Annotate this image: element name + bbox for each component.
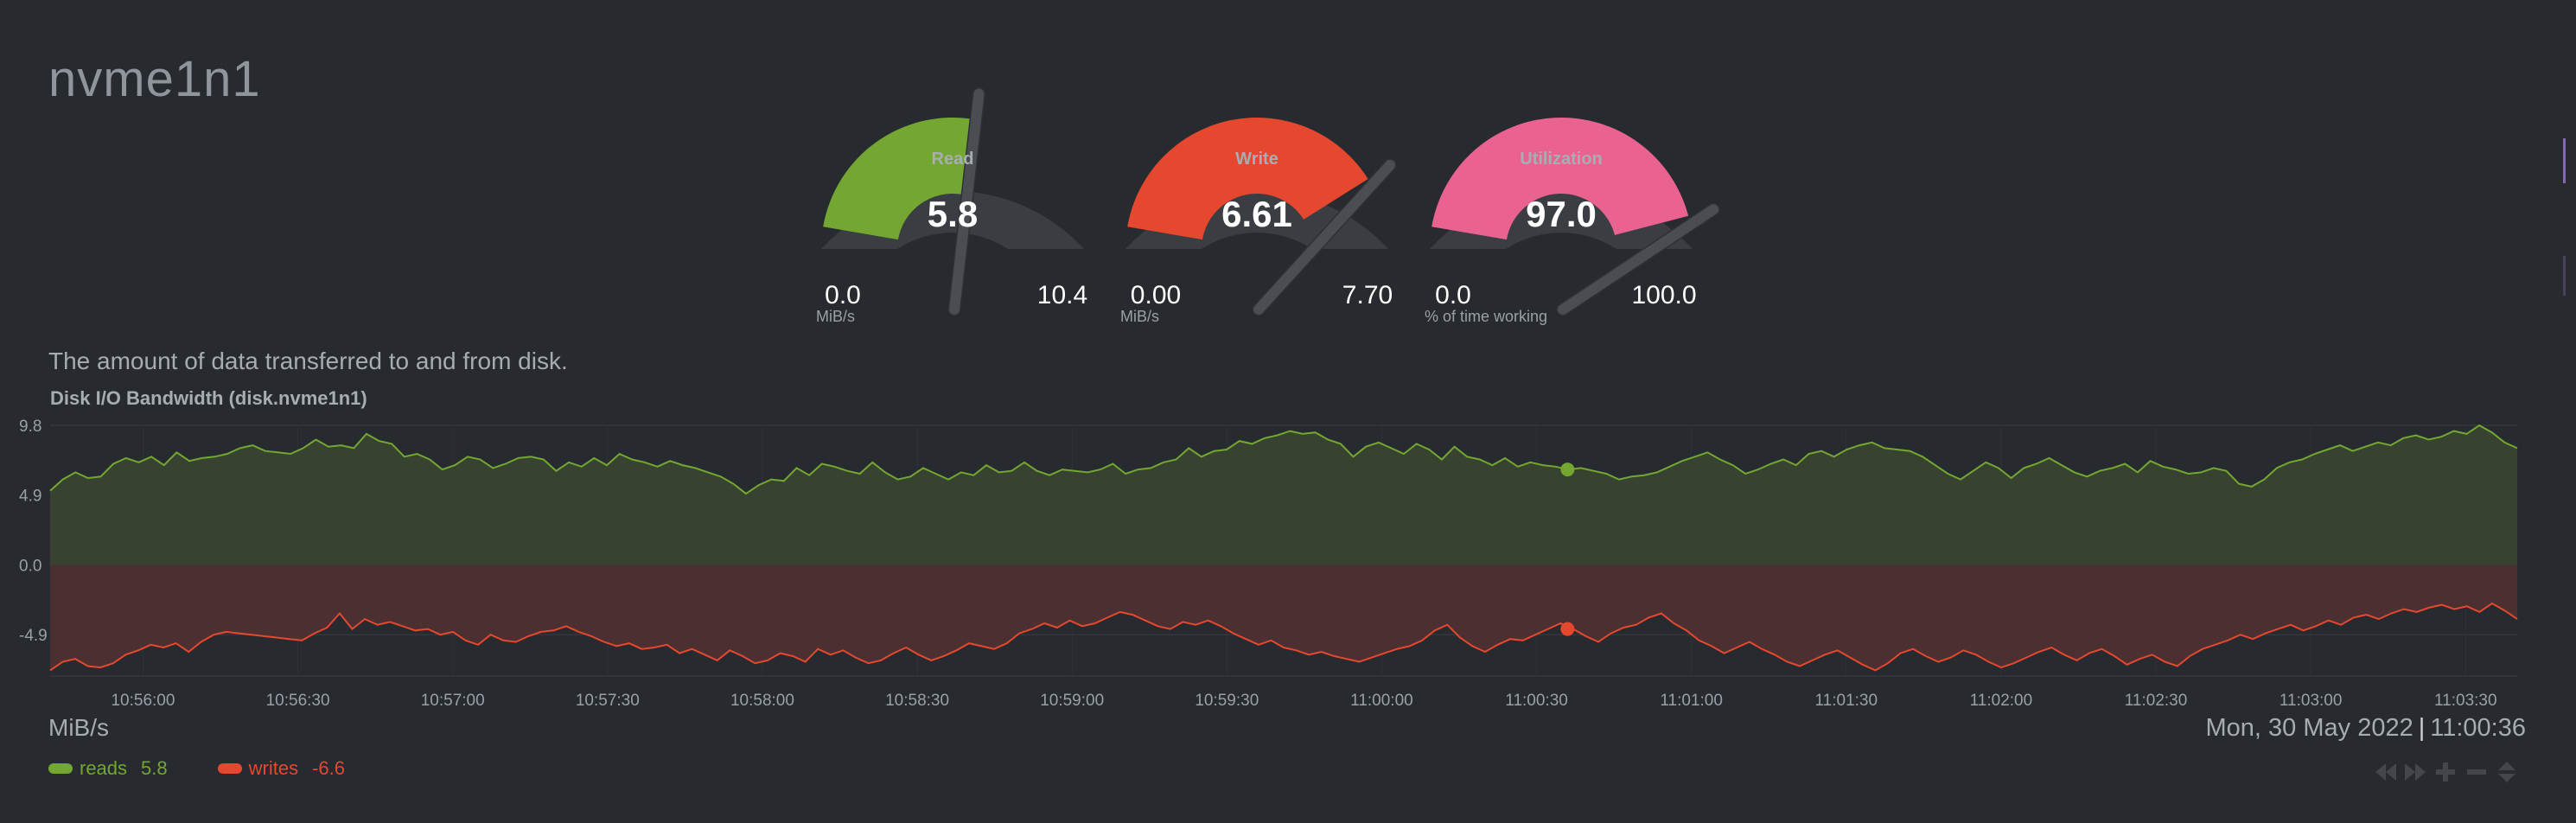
- utilization-gauge-fill: [1431, 118, 1689, 240]
- units-label: MiB/s: [48, 714, 109, 741]
- pan-right-icon[interactable]: [2403, 761, 2427, 783]
- x-tick-label: 10:59:30: [1195, 692, 1259, 710]
- x-tick-label: 11:02:30: [2125, 692, 2188, 710]
- utilization-gauge-value: 97.0: [1526, 194, 1597, 234]
- y-tick-label: 4.9: [19, 488, 41, 506]
- y-tick-label: -4.9: [19, 627, 48, 645]
- legend-writes-name: writes: [248, 757, 299, 779]
- bandwidth-chart[interactable]: 9.84.90.0-4.9 10:56:00 10:56:30 10:57:00 10…: [0, 406, 2576, 718]
- x-tick-label: 11:00:00: [1350, 692, 1413, 710]
- resize-icon[interactable]: [2496, 761, 2517, 783]
- read-gauge-unit: MiB/s: [816, 308, 855, 325]
- x-tick-label: 11:02:00: [1970, 692, 2033, 710]
- zoom-out-icon[interactable]: [2465, 761, 2488, 783]
- writes-area: [50, 565, 2517, 671]
- hover-markers: [1560, 463, 1575, 636]
- utilization-gauge-min: 0.0: [1435, 281, 1471, 309]
- chart-areas: [49, 424, 2518, 672]
- utilization-gauge-unit: % of time working: [1425, 308, 1547, 325]
- read-gauge[interactable]: Read 5.8 0.0 10.4 MiB/s: [816, 87, 1087, 325]
- chart-title: Disk I/O Bandwidth (disk.nvme1n1): [50, 387, 367, 409]
- y-tick-label: 9.8: [19, 418, 41, 436]
- legend-reads-name: reads: [80, 757, 128, 779]
- legend: reads 5.8 writes -6.6: [48, 757, 345, 780]
- write-gauge-max: 7.70: [1342, 281, 1393, 309]
- read-gauge-value: 5.8: [928, 194, 978, 234]
- utilization-gauge-max: 100.0: [1631, 281, 1696, 309]
- datetime-separator: |: [2418, 714, 2426, 742]
- x-tick-label: 11:03:00: [2280, 692, 2343, 710]
- reads-hover-point: [1560, 463, 1575, 477]
- reads-swatch: [48, 763, 73, 774]
- x-tick-label: 11:00:30: [1505, 692, 1568, 710]
- writes-line: [49, 602, 2518, 672]
- write-gauge-fill: [1127, 117, 1368, 240]
- x-tick-label: 10:56:00: [111, 692, 175, 710]
- read-gauge-max: 10.4: [1037, 281, 1087, 309]
- utilization-gauge[interactable]: Utilization 97.0 0.0 100.0 % of time wor…: [1425, 118, 1720, 325]
- pan-left-icon[interactable]: [2374, 761, 2398, 783]
- reads-line: [49, 424, 2518, 495]
- x-tick-label: 11:01:30: [1815, 692, 1878, 710]
- write-gauge-label: Write: [1235, 150, 1278, 169]
- datetime-display: Mon, 30 May 2022 | 11:00:36: [2206, 714, 2526, 743]
- write-gauge[interactable]: Write 6.61 0.00 7.70 MiB/s: [1120, 117, 1397, 325]
- x-axis: 10:56:00 10:56:30 10:57:00 10:57:30 10:58:00…: [111, 692, 2496, 710]
- write-gauge-unit: MiB/s: [1120, 308, 1159, 325]
- page-title: nvme1n1: [48, 51, 261, 107]
- x-tick-label: 10:58:30: [885, 692, 949, 710]
- read-gauge-label: Read: [932, 150, 974, 169]
- datetime-date: Mon, 30 May 2022: [2205, 714, 2413, 742]
- write-gauge-min: 0.00: [1131, 281, 1181, 309]
- x-tick-label: 10:58:00: [730, 692, 794, 710]
- legend-item-reads[interactable]: reads 5.8: [48, 757, 168, 780]
- legend-reads-value: 5.8: [141, 757, 168, 779]
- legend-item-writes[interactable]: writes -6.6: [217, 757, 346, 780]
- reads-area: [50, 425, 2517, 565]
- read-gauge-min: 0.0: [825, 281, 861, 309]
- legend-writes-value: -6.6: [312, 757, 346, 779]
- write-gauge-value: 6.61: [1221, 194, 1292, 234]
- datetime-time: 11:00:36: [2430, 714, 2526, 742]
- chart-description: The amount of data transferred to and fr…: [48, 348, 568, 374]
- x-tick-label: 10:56:30: [266, 692, 330, 710]
- writes-hover-point: [1560, 622, 1575, 636]
- read-gauge-fill: [823, 117, 975, 240]
- zoom-in-icon[interactable]: [2434, 761, 2457, 783]
- writes-swatch: [217, 763, 242, 774]
- utilization-gauge-label: Utilization: [1520, 150, 1603, 169]
- scroll-indicator-top: [2563, 138, 2566, 183]
- x-tick-label: 10:57:00: [421, 692, 485, 710]
- x-tick-label: 10:57:30: [576, 692, 640, 710]
- x-tick-label: 11:03:30: [2434, 692, 2497, 710]
- scroll-indicator-bottom: [2563, 256, 2566, 296]
- x-tick-label: 11:01:00: [1660, 692, 1723, 710]
- y-axis: 9.8 4.9 0.0 -4.9: [19, 418, 48, 645]
- x-tick-label: 10:59:00: [1040, 692, 1104, 710]
- gauges-panel: Read 5.8 0.0 10.4 MiB/s Write 6.61 0.00 …: [816, 87, 1720, 325]
- y-tick-label: 0.0: [19, 557, 41, 575]
